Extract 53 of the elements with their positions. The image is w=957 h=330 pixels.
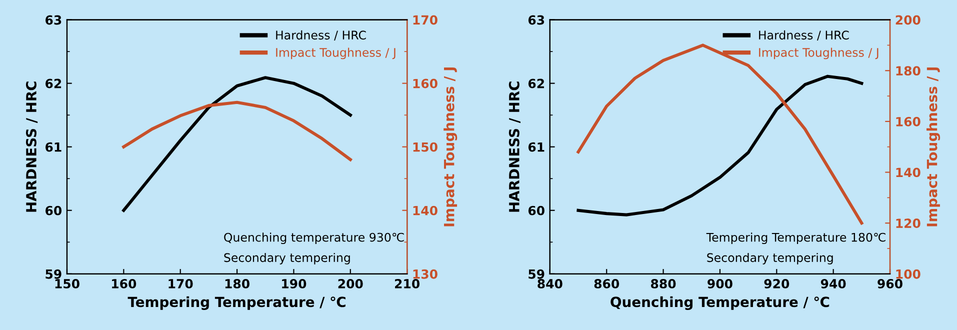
y2-tick-label: 150 xyxy=(413,142,438,152)
y2-tick-label: 140 xyxy=(413,206,438,216)
y-tick-label: 63 xyxy=(528,15,544,25)
legend-label: Impact Toughness / J xyxy=(276,48,396,60)
annotation: Secondary tempering xyxy=(224,252,350,264)
x-tick-label: 880 xyxy=(651,278,676,288)
x-tick-label: 180 xyxy=(225,278,250,288)
x-tick-label: 150 xyxy=(55,278,80,288)
line-series xyxy=(576,74,864,216)
y-tick-label: 61 xyxy=(528,142,544,152)
x-tick-label: 960 xyxy=(878,278,902,288)
y2-axis-title: Impact Toughness / J xyxy=(444,67,458,226)
y2-tick-label: 160 xyxy=(413,78,438,88)
legend-label: Impact Toughness / J xyxy=(759,48,878,60)
x-tick-label: 860 xyxy=(594,278,620,288)
y2-tick-label: 120 xyxy=(896,218,920,228)
y2-tick-label: 170 xyxy=(413,15,438,25)
x-tick-label: 170 xyxy=(168,278,193,288)
line-series xyxy=(122,100,352,162)
legend-label: Hardness / HRC xyxy=(759,30,849,40)
y-tick-label: 62 xyxy=(46,78,62,88)
y2-tick-label: 160 xyxy=(896,116,920,126)
y2-tick-label: 130 xyxy=(413,269,438,279)
y-axis-title: HARDNESS / HRC xyxy=(508,82,521,212)
y2-tick-label: 140 xyxy=(896,168,920,178)
y-tick-label: 62 xyxy=(528,78,544,88)
line-series xyxy=(122,76,352,212)
legend-label: Hardness / HRC xyxy=(276,30,366,40)
annotation: Tempering Temperature 180℃ xyxy=(706,232,886,244)
x-tick-label: 840 xyxy=(538,278,562,288)
y2-tick-label: 100 xyxy=(896,269,920,279)
x-tick-label: 940 xyxy=(820,278,846,288)
y2-axis-title: Impact Toughness / J xyxy=(926,67,940,226)
x-axis-title: Tempering Temperature / ℃ xyxy=(128,296,346,310)
x-tick-label: 190 xyxy=(282,278,306,288)
y-tick-label: 59 xyxy=(528,269,544,279)
x-tick-label: 200 xyxy=(338,278,363,288)
y2-tick-label: 200 xyxy=(896,15,920,25)
x-tick-label: 920 xyxy=(764,278,790,288)
y-tick-label: 63 xyxy=(46,15,62,25)
x-tick-label: 210 xyxy=(395,278,420,288)
y-tick-label: 60 xyxy=(46,206,62,216)
y2-tick-label: 180 xyxy=(896,66,920,76)
x-tick-label: 160 xyxy=(112,278,136,288)
x-tick-label: 900 xyxy=(708,278,732,288)
x-axis-title: Quenching Temperature / ℃ xyxy=(610,296,830,310)
y-axis-title: HARDNESS / HRC xyxy=(26,82,38,212)
annotation: Secondary tempering xyxy=(707,252,833,264)
annotation: Quenching temperature 930℃ xyxy=(224,232,404,244)
y-tick-label: 60 xyxy=(528,206,544,216)
y-tick-label: 61 xyxy=(46,142,62,152)
y-tick-label: 59 xyxy=(46,269,62,279)
line-series xyxy=(576,44,864,225)
